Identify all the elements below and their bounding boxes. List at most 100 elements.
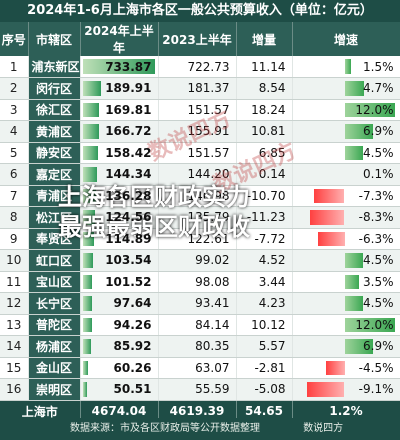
row-delta: -11.23 (236, 206, 293, 229)
row-2023: 722.73 (158, 56, 237, 78)
table-row: 6 嘉定区 144.34 144.20 0.14 0.1% (0, 163, 400, 186)
value-bar-2024 (82, 81, 102, 96)
value-bar-2024 (82, 188, 96, 203)
row-delta: 5.57 (236, 335, 293, 358)
row-2023: 55.59 (158, 378, 237, 401)
row-growth-cell: 4.5% (292, 142, 400, 164)
row-delta: 11.14 (236, 56, 293, 78)
growth-bar (344, 339, 374, 354)
row-2024-cell: 114.89 (80, 228, 159, 250)
total-2024: 4674.04 (80, 400, 159, 422)
table-row: 11 宝山区 101.52 98.08 3.44 3.5% (0, 271, 400, 293)
table-row: 2 闵行区 189.91 181.37 8.54 4.7% (0, 77, 400, 100)
growth-value: 4.7% (363, 81, 394, 96)
row-2024-cell: 94.26 (80, 314, 159, 336)
header-delta: 增量 (236, 22, 293, 56)
row-2024-cell: 97.64 (80, 292, 159, 315)
row-index: 12 (0, 292, 29, 315)
row-2023: 155.91 (158, 120, 237, 143)
row-index: 3 (0, 99, 29, 121)
row-delta: 4.23 (236, 292, 293, 315)
growth-value: 0.1% (363, 167, 394, 182)
row-district: 金山区 (28, 357, 81, 379)
table-row: 8 松江区 124.56 135.79 -11.23 -8.3% (0, 206, 400, 229)
growth-bar (344, 124, 374, 139)
value-2024: 94.26 (113, 317, 152, 332)
table-row: 10 虹口区 103.54 99.02 4.52 4.5% (0, 249, 400, 272)
row-district: 奉贤区 (28, 228, 81, 250)
row-index: 4 (0, 120, 29, 143)
table-row: 15 金山区 60.26 63.07 -2.81 -4.5% (0, 357, 400, 379)
header-row: 序号 市辖区 2024年上半年 2023上半年 增量 增速 (0, 22, 400, 56)
table-row: 9 奉贤区 114.89 122.61 -7.72 -6.3% (0, 228, 400, 250)
growth-value: -7.3% (358, 188, 394, 203)
value-2024: 103.54 (105, 253, 152, 268)
growth-bar (318, 231, 345, 246)
value-bar-2024 (82, 210, 95, 225)
row-delta: -2.81 (236, 357, 293, 379)
row-2023: 84.14 (158, 314, 237, 336)
row-delta: 18.24 (236, 99, 293, 121)
value-bar-2024 (82, 124, 99, 139)
table-row: 16 崇明区 50.51 55.59 -5.08 -9.1% (0, 378, 400, 401)
row-district: 青浦区 (28, 185, 81, 207)
value-bar-2024 (82, 382, 88, 397)
value-2024: 114.89 (105, 231, 152, 246)
total-2023: 4619.39 (158, 400, 237, 422)
growth-value: 6.9% (363, 339, 394, 354)
row-2023: 144.20 (158, 163, 237, 186)
growth-value: 4.5% (363, 296, 394, 311)
value-2024: 50.51 (113, 382, 152, 397)
row-2024-cell: 169.81 (80, 99, 159, 121)
row-2024-cell: 733.87 (80, 56, 159, 78)
row-index: 6 (0, 163, 29, 186)
row-growth-cell: 6.9% (292, 120, 400, 143)
row-district: 杨浦区 (28, 335, 81, 358)
row-2024-cell: 136.28 (80, 185, 159, 207)
value-2024: 169.81 (105, 102, 152, 117)
row-index: 14 (0, 335, 29, 358)
row-district: 嘉定区 (28, 163, 81, 186)
value-bar-2024 (82, 339, 91, 354)
value-2024: 97.64 (113, 296, 152, 311)
row-2024-cell: 144.34 (80, 163, 159, 186)
value-2024: 733.87 (105, 59, 152, 74)
header-index: 序号 (0, 22, 29, 56)
row-district: 静安区 (28, 142, 81, 164)
table-row: 1 浦东新区 733.87 722.73 11.14 1.5% (0, 56, 400, 78)
growth-bar (314, 188, 345, 203)
total-delta: 54.65 (236, 400, 293, 422)
row-2024-cell: 101.52 (80, 271, 159, 293)
row-2024-cell: 103.54 (80, 249, 159, 272)
overlay-line-2: 最强最弱区财政收 (58, 213, 250, 241)
value-bar-2024 (82, 253, 93, 268)
row-2024-cell: 158.42 (80, 142, 159, 164)
growth-value: -6.3% (358, 231, 394, 246)
growth-value: 6.9% (363, 124, 394, 139)
row-index: 1 (0, 56, 29, 78)
growth-bar (325, 360, 345, 375)
row-index: 7 (0, 185, 29, 207)
row-delta: 8.54 (236, 77, 293, 100)
row-growth-cell: 3.5% (292, 271, 400, 293)
growth-bar (344, 296, 364, 311)
row-district: 崇明区 (28, 378, 81, 401)
header-growth: 增速 (292, 22, 400, 56)
row-2024-cell: 60.26 (80, 357, 159, 379)
row-delta: 0.14 (236, 163, 293, 186)
value-bar-2024 (82, 145, 99, 160)
value-2024: 144.34 (105, 167, 152, 182)
value-bar-2024 (82, 360, 89, 375)
row-index: 10 (0, 249, 29, 272)
row-delta: 10.12 (236, 314, 293, 336)
row-2023: 146.98 (158, 185, 237, 207)
row-2023: 151.57 (158, 99, 237, 121)
row-delta: 6.85 (236, 142, 293, 164)
growth-bar (344, 145, 364, 160)
growth-bar (344, 59, 351, 74)
row-growth-cell: -6.3% (292, 228, 400, 250)
growth-value: 3.5% (363, 274, 394, 289)
row-growth-cell: 4.5% (292, 249, 400, 272)
row-2023: 99.02 (158, 249, 237, 272)
row-delta: 3.44 (236, 271, 293, 293)
